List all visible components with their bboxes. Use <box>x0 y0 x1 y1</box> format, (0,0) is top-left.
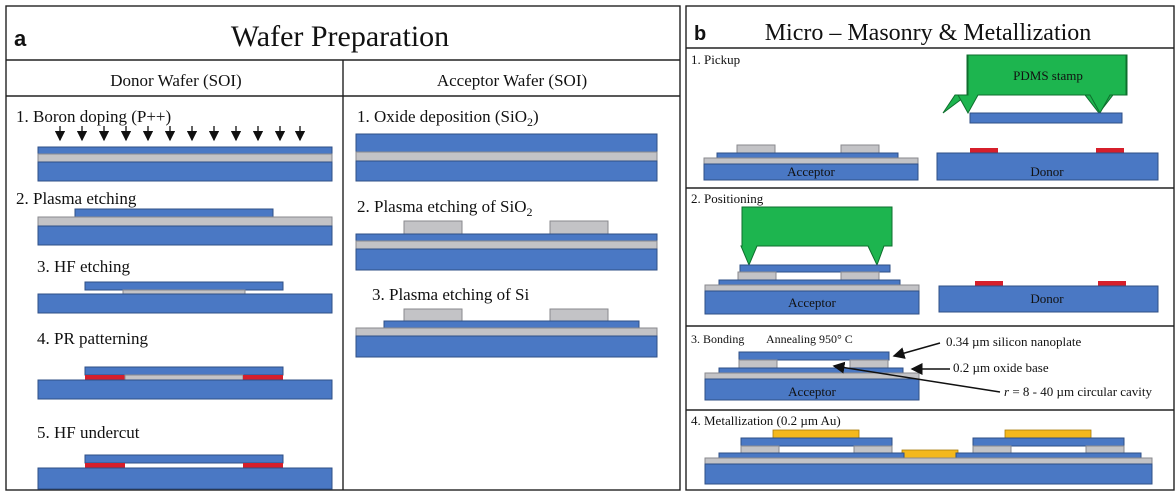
acceptor-label-2: Acceptor <box>788 295 836 310</box>
positioning-label: 2. Positioning <box>691 191 764 206</box>
panel-b: b Micro – Masonry & Metallization 1. Pic… <box>685 5 1175 491</box>
donor-stack-2 <box>938 281 1159 313</box>
donor-step-2: 2. Plasma etching <box>16 189 137 208</box>
acceptor-label-3: Acceptor <box>788 384 836 399</box>
acceptor-wafer-3 <box>355 308 658 358</box>
acceptor-step-1: 1. Oxide deposition (SiO2) <box>357 107 539 129</box>
panel-b-letter: b <box>694 23 706 45</box>
bonded-stack <box>704 351 920 401</box>
acceptor-label-1: Acceptor <box>787 164 835 179</box>
panel-a-title: Wafer Preparation <box>231 20 449 53</box>
donor-wafer-3 <box>37 281 333 314</box>
donor-header: Donor Wafer (SOI) <box>110 71 241 90</box>
acceptor-step-3: 3. Plasma etching of Si <box>372 285 530 304</box>
donor-wafer-5 <box>37 454 333 490</box>
pdms-stamp-1 <box>942 54 1128 115</box>
acceptor-stack-2 <box>704 271 920 315</box>
cavity-annotation: r = 8 - 40 µm circular cavity <box>1004 384 1153 399</box>
pickup-label: 1. Pickup <box>691 52 740 67</box>
annotation-arrows <box>832 342 1001 393</box>
pdms-stamp-label-1: PDMS stamp <box>1013 68 1083 83</box>
oxide-base-annotation: 0.2 µm oxide base <box>953 360 1049 375</box>
donor-wafer-1 <box>37 146 333 182</box>
donor-stack-1 <box>936 148 1159 181</box>
acceptor-step-2: 2. Plasma etching of SiO2 <box>357 197 533 219</box>
acceptor-header: Acceptor Wafer (SOI) <box>437 71 587 90</box>
bonding-label: 3. Bonding <box>691 332 744 346</box>
pdms-stamp-2 <box>740 206 893 267</box>
metallization-label: 4. Metallization (0.2 µm Au) <box>691 413 841 428</box>
donor-label-2: Donor <box>1030 291 1064 306</box>
acceptor-stack-1 <box>703 144 919 181</box>
metallized-stack <box>704 429 1153 485</box>
acceptor-wafer-1 <box>355 133 658 182</box>
donor-wafer-4 <box>37 366 333 400</box>
panel-a-letter: a <box>14 26 27 51</box>
boron-arrows <box>54 126 306 142</box>
donor-step-3: 3. HF etching <box>37 257 131 276</box>
panel-a: a Wafer Preparation Donor Wafer (SOI) Ac… <box>5 5 681 491</box>
nanoplate-annotation: 0.34 µm silicon nanoplate <box>946 334 1082 349</box>
donor-wafer-2 <box>37 208 333 246</box>
donor-label-1: Donor <box>1030 164 1064 179</box>
positioned-nanoplate <box>739 264 891 273</box>
picked-nanoplate <box>969 112 1123 124</box>
acceptor-wafer-2 <box>355 220 658 271</box>
annealing-label: Annealing 950° C <box>766 332 853 346</box>
donor-step-4: 4. PR patterning <box>37 329 148 348</box>
panel-b-frame <box>685 5 1175 491</box>
donor-step-1: 1. Boron doping (P++) <box>16 107 171 126</box>
panel-b-title: Micro – Masonry & Metallization <box>765 20 1092 46</box>
donor-step-5: 5. HF undercut <box>37 423 140 442</box>
